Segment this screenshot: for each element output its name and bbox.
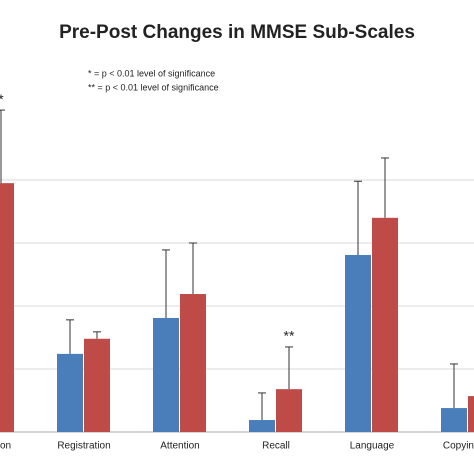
x-tick-label: on <box>0 441 11 452</box>
significance-marker: ** <box>284 328 295 344</box>
note: * = p < 0.01 level of significance <box>88 68 215 78</box>
note: ** = p < 0.01 level of significance <box>88 82 219 92</box>
bar <box>57 353 83 432</box>
x-tick-label: Registration <box>57 441 110 452</box>
x-tick-label: Language <box>350 441 395 452</box>
bar <box>180 294 206 432</box>
bar <box>372 217 398 432</box>
x-tick-label: Attention <box>160 441 199 452</box>
bar <box>441 408 467 432</box>
bar <box>345 254 371 432</box>
x-tick-label: Recall <box>262 441 290 452</box>
bar <box>276 389 302 432</box>
bar <box>0 183 14 432</box>
significance-marker: * <box>0 91 4 107</box>
bar <box>249 420 275 432</box>
bar <box>84 338 110 432</box>
bar <box>468 396 474 432</box>
x-tick-label: Copyin <box>443 441 474 452</box>
chart-title: Pre-Post Changes in MMSE Sub-Scales <box>59 22 415 43</box>
bar <box>153 317 179 432</box>
